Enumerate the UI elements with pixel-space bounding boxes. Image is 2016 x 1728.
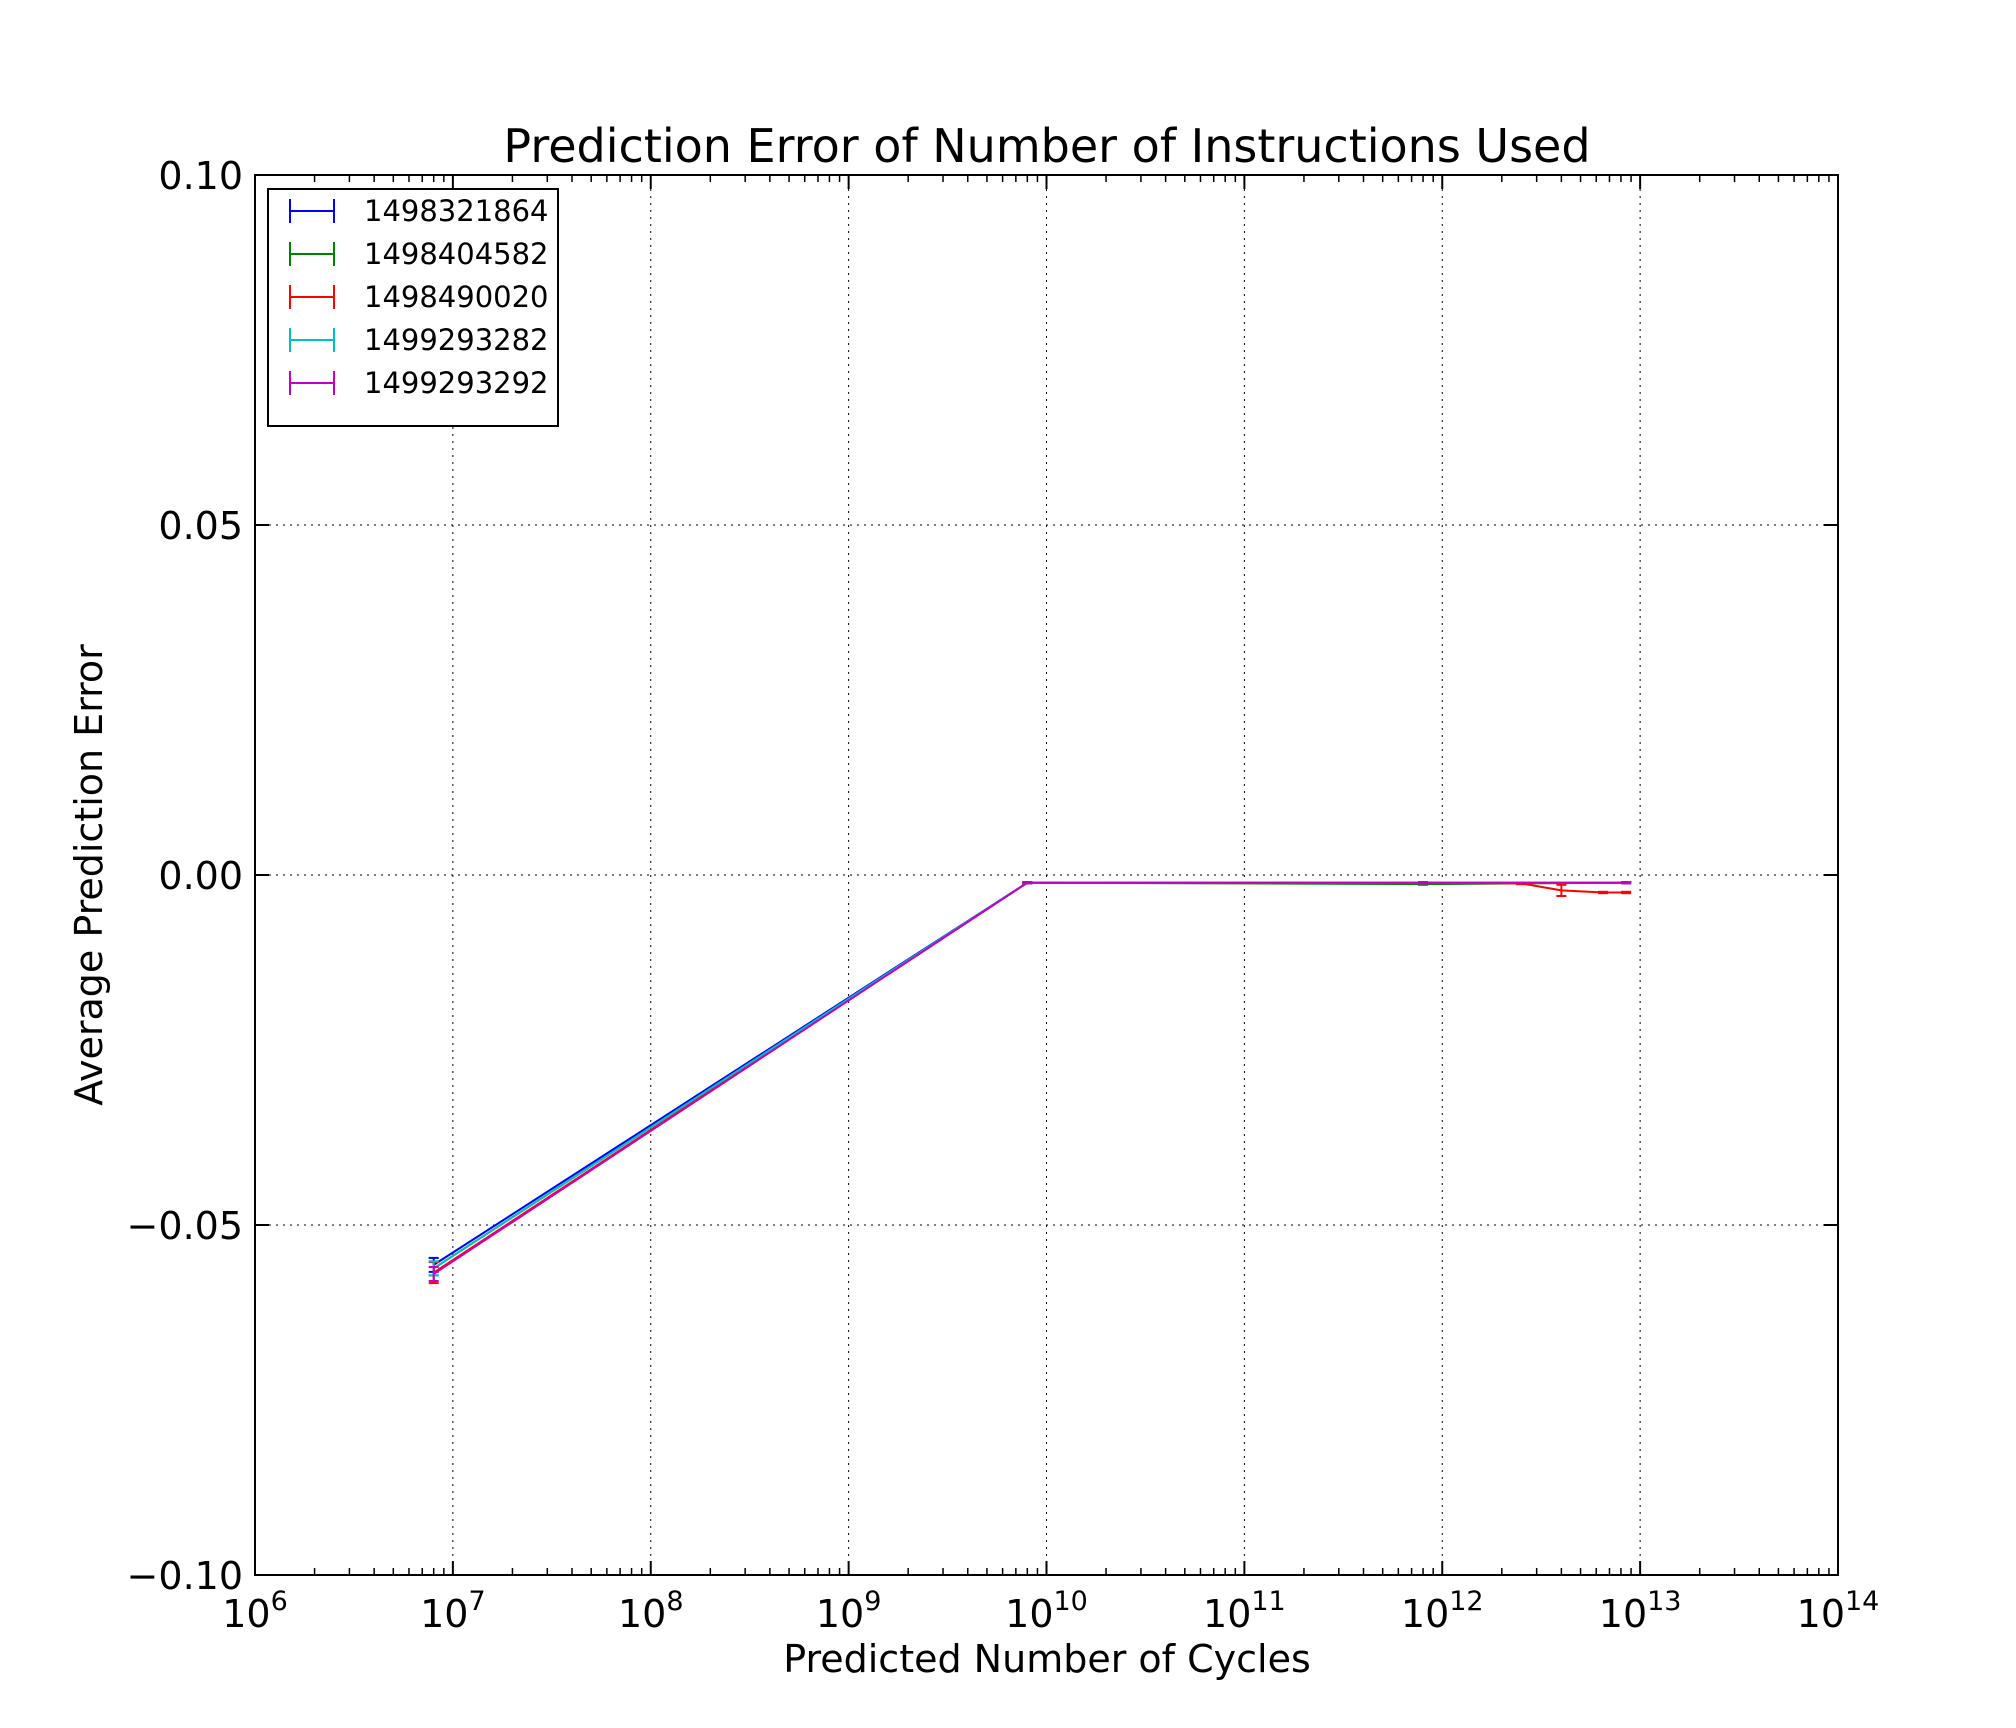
legend-label: 1499293292: [364, 366, 549, 400]
x-tick-base: 10: [1005, 1592, 1053, 1636]
x-tick-exponent: 14: [1845, 1586, 1879, 1617]
legend-label: 1498490020: [364, 280, 549, 314]
x-tick-base: 10: [1203, 1592, 1251, 1636]
legend-label: 1498321864: [364, 194, 549, 228]
x-tick-base: 10: [1401, 1592, 1449, 1636]
y-tick-label: −0.05: [127, 1204, 243, 1248]
x-tick-base: 10: [222, 1592, 270, 1636]
x-tick-base: 10: [1797, 1592, 1845, 1636]
legend-label: 1499293282: [364, 323, 549, 357]
chart-title: Prediction Error of Number of Instructio…: [503, 119, 1590, 173]
x-axis-label: Predicted Number of Cycles: [783, 1637, 1311, 1681]
x-tick-exponent: 8: [666, 1586, 683, 1617]
x-tick-base: 10: [618, 1592, 666, 1636]
x-tick-exponent: 11: [1251, 1586, 1285, 1617]
y-tick-label: 0.05: [158, 504, 243, 548]
x-tick-exponent: 7: [468, 1586, 485, 1617]
x-tick-exponent: 6: [271, 1586, 288, 1617]
y-tick-label: 0.10: [158, 154, 243, 198]
y-axis-label: Average Prediction Error: [67, 644, 111, 1106]
x-tick-exponent: 12: [1449, 1586, 1483, 1617]
x-tick-base: 10: [816, 1592, 864, 1636]
x-tick-base: 10: [1599, 1592, 1647, 1636]
x-tick-exponent: 9: [864, 1586, 881, 1617]
y-tick-label: −0.10: [127, 1554, 243, 1598]
y-tick-label: 0.00: [158, 854, 243, 898]
legend-label: 1498404582: [364, 237, 549, 271]
legend: 1498321864 1498404582 1498490020 1499293282…: [268, 189, 558, 426]
x-tick-exponent: 10: [1054, 1586, 1088, 1617]
x-tick-exponent: 13: [1647, 1586, 1681, 1617]
x-tick-base: 10: [420, 1592, 468, 1636]
